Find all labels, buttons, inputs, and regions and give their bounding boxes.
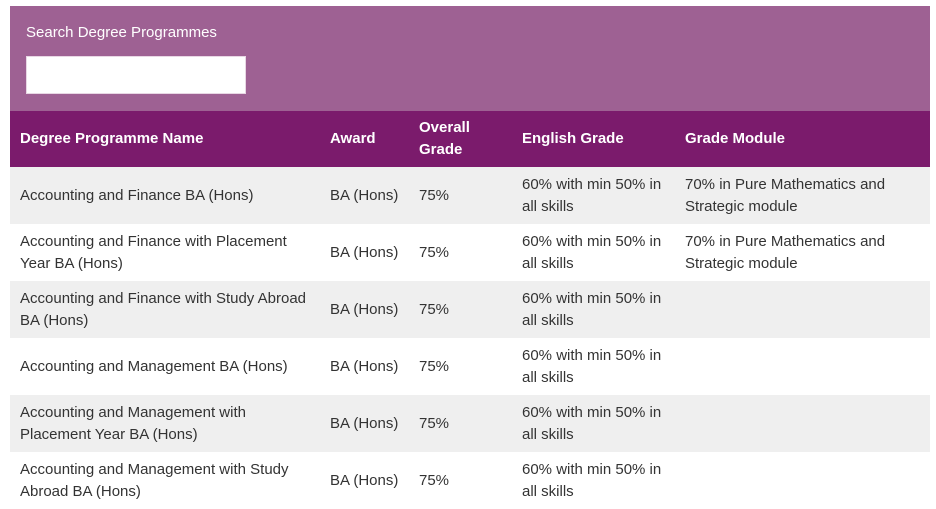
award: BA (Hons) (330, 243, 399, 261)
grade-module (675, 395, 930, 452)
search-input[interactable] (26, 56, 246, 94)
english-grade: 60% with min 50% in all skills (522, 346, 662, 386)
programme-name: Accounting and Finance with Placement Ye… (20, 232, 287, 272)
overall-grade: 75% (419, 186, 450, 204)
table-row: Accounting and Finance with Study Abroad… (10, 281, 930, 338)
column-header-english-grade[interactable]: English Grade (522, 130, 624, 147)
grade-module (675, 281, 930, 338)
overall-grade: 75% (419, 357, 450, 375)
english-grade: 60% with min 50% in all skills (522, 232, 662, 272)
programme-name: Accounting and Finance BA (Hons) (20, 186, 254, 204)
overall-grade: 75% (419, 414, 450, 432)
english-grade: 60% with min 50% in all skills (522, 289, 662, 329)
grade-module: 70% in Pure Mathematics and Strategic mo… (685, 232, 886, 272)
award: BA (Hons) (330, 300, 399, 318)
programme-name: Accounting and Management with Study Abr… (20, 460, 289, 500)
award: BA (Hons) (330, 357, 399, 375)
english-grade: 60% with min 50% in all skills (522, 175, 662, 215)
column-header-award[interactable]: Award (330, 130, 376, 147)
overall-grade: 75% (419, 471, 450, 489)
english-grade: 60% with min 50% in all skills (522, 403, 662, 443)
programme-name: Accounting and Management BA (Hons) (20, 357, 288, 375)
english-grade: 60% with min 50% in all skills (522, 460, 662, 500)
table-row: Accounting and Management with Placement… (10, 395, 930, 452)
award: BA (Hons) (330, 471, 399, 489)
table-row: Accounting and Management BA (Hons) BA (… (10, 338, 930, 395)
column-header-programme-name[interactable]: Degree Programme Name (20, 130, 204, 147)
grade-module (675, 452, 930, 509)
grade-module (675, 338, 930, 395)
grade-module: 70% in Pure Mathematics and Strategic mo… (685, 175, 886, 215)
column-header-grade-module[interactable]: Grade Module (685, 130, 786, 147)
overall-grade: 75% (419, 300, 450, 318)
table-row: Accounting and Management with Study Abr… (10, 452, 930, 509)
table-header-row: Degree Programme Name Award Overall Grad… (10, 111, 930, 167)
programme-name: Accounting and Finance with Study Abroad… (20, 289, 307, 329)
search-label: Search Degree Programmes (26, 24, 217, 41)
award: BA (Hons) (330, 186, 399, 204)
table-row: Accounting and Finance BA (Hons) BA (Hon… (10, 167, 930, 224)
table-row: Accounting and Finance with Placement Ye… (10, 224, 930, 281)
overall-grade: 75% (419, 243, 450, 261)
award: BA (Hons) (330, 414, 399, 432)
programme-name: Accounting and Management with Placement… (20, 403, 246, 443)
degree-table: Degree Programme Name Award Overall Grad… (10, 111, 930, 509)
column-header-overall-grade[interactable]: Overall Grade (419, 119, 470, 158)
search-panel: Search Degree Programmes (10, 6, 930, 111)
